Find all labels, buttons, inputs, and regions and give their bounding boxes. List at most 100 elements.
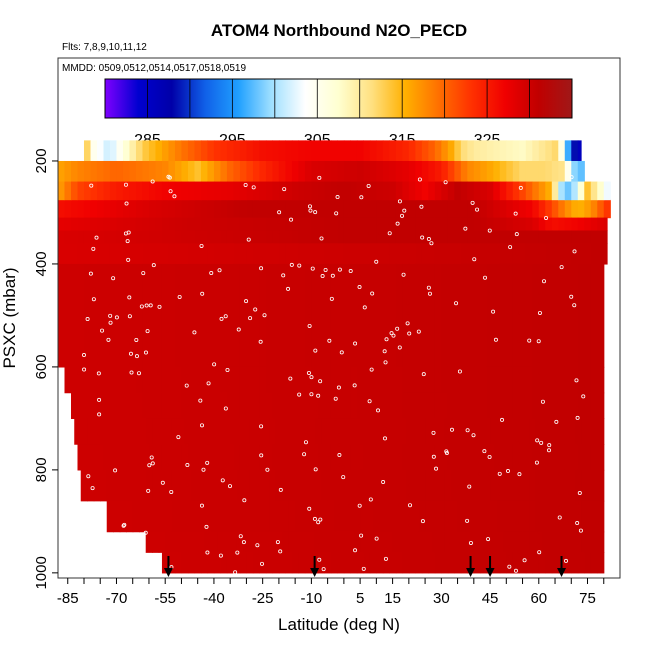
- upper-band-cell: [584, 181, 592, 201]
- heatmap-cell: [363, 392, 371, 419]
- sample-point: [323, 267, 328, 272]
- heatmap-cell: [194, 366, 202, 394]
- heatmap-cell: [584, 230, 592, 244]
- upper-band-cell: [395, 160, 403, 183]
- heatmap-cell: [532, 230, 540, 244]
- heatmap-cell: [129, 366, 137, 394]
- heatmap-cell: [389, 263, 397, 368]
- heatmap-cell: [428, 392, 436, 419]
- heatmap-cell: [499, 199, 507, 219]
- sample-point: [353, 548, 358, 553]
- heatmap-cell: [116, 230, 124, 244]
- sample-point: [581, 394, 586, 399]
- upper-band-cell: [272, 160, 280, 183]
- heatmap-cell: [444, 531, 452, 553]
- heatmap-cell: [506, 230, 514, 244]
- heatmap-cell: [187, 366, 196, 394]
- sample-point: [514, 232, 519, 237]
- upper-band-cell: [90, 160, 98, 183]
- heatmap-cell: [399, 500, 407, 533]
- sample-point: [419, 204, 424, 209]
- heatmap-cell: [246, 263, 254, 368]
- heatmap-cell: [447, 230, 455, 244]
- heatmap-cell: [288, 531, 296, 553]
- heatmap-cell: [324, 243, 332, 265]
- arrow-head: [466, 568, 476, 577]
- heatmap-cell: [431, 418, 439, 445]
- heatmap-cell: [392, 469, 400, 502]
- heatmap-cell: [467, 243, 475, 265]
- upper-band-cell: [356, 181, 364, 201]
- heatmap-cell: [558, 366, 566, 394]
- heatmap-cell: [379, 531, 387, 553]
- upper-band-cell: [493, 160, 501, 183]
- upper-band-cell: [564, 181, 572, 201]
- heatmap-cell: [230, 500, 238, 533]
- heatmap-cell: [369, 217, 377, 232]
- heatmap-cell: [77, 217, 85, 232]
- heatmap-cell: [233, 392, 241, 419]
- heatmap-cell: [402, 444, 410, 471]
- heatmap-cell: [278, 366, 286, 394]
- upper-band-cell: [512, 140, 520, 162]
- upper-band-cell: [233, 140, 241, 162]
- heatmap-cell: [122, 230, 131, 244]
- upper-band-cell: [467, 140, 475, 162]
- heatmap-cell: [399, 469, 407, 502]
- heatmap-cell: [298, 444, 306, 471]
- heatmap-cell: [441, 263, 449, 368]
- heatmap-cell: [490, 500, 498, 533]
- sample-point: [227, 484, 232, 489]
- heatmap-cell: [415, 217, 423, 232]
- heatmap-cell: [129, 444, 137, 471]
- heatmap-cell: [187, 243, 196, 265]
- heatmap-cell: [376, 552, 384, 574]
- heatmap-cell: [590, 552, 598, 574]
- heatmap-cell: [545, 263, 553, 368]
- upper-band-cell: [545, 160, 553, 183]
- upper-band-cell: [395, 140, 403, 162]
- heatmap-cell: [337, 243, 345, 265]
- heatmap-cell: [295, 500, 303, 533]
- heatmap-cell: [93, 418, 101, 445]
- heatmap-cell: [538, 366, 546, 394]
- heatmap-cell: [129, 243, 137, 265]
- upper-band-cell: [155, 181, 163, 201]
- heatmap-cell: [194, 444, 202, 471]
- upper-band-cell: [454, 160, 462, 183]
- heatmap-cell: [356, 230, 364, 244]
- heatmap-cell: [337, 230, 345, 244]
- heatmap-cell: [493, 444, 501, 471]
- heatmap-cell: [350, 199, 358, 219]
- heatmap-cell: [184, 500, 192, 533]
- heatmap-cell: [330, 366, 338, 394]
- heatmap-cell: [278, 392, 286, 419]
- heatmap-cell: [499, 263, 507, 368]
- heatmap-cell: [275, 469, 283, 502]
- upper-band-cell: [337, 181, 345, 201]
- heatmap-cell: [252, 392, 261, 419]
- heatmap-cell: [152, 418, 160, 445]
- upper-band-cell: [90, 140, 98, 162]
- heatmap-cell: [200, 366, 209, 394]
- heatmap-cell: [428, 243, 436, 265]
- heatmap-cell: [408, 552, 416, 574]
- heatmap-cell: [83, 366, 92, 394]
- sample-point: [507, 564, 512, 569]
- heatmap-cell: [142, 243, 150, 265]
- upper-band-cell: [421, 160, 429, 183]
- heatmap-cell: [109, 263, 118, 368]
- sample-point: [89, 183, 94, 188]
- upper-band-cell: [298, 181, 306, 201]
- heatmap-cell: [174, 263, 183, 368]
- heatmap-cell: [506, 366, 514, 394]
- heatmap-cell: [161, 366, 170, 394]
- heatmap-cell: [343, 230, 351, 244]
- upper-band-cell: [187, 181, 196, 201]
- heatmap-cell: [70, 366, 79, 394]
- upper-band-cell: [389, 160, 397, 183]
- sample-point: [319, 236, 324, 241]
- heatmap-cell: [210, 469, 218, 502]
- sample-point: [316, 393, 321, 398]
- sample-point: [251, 185, 256, 190]
